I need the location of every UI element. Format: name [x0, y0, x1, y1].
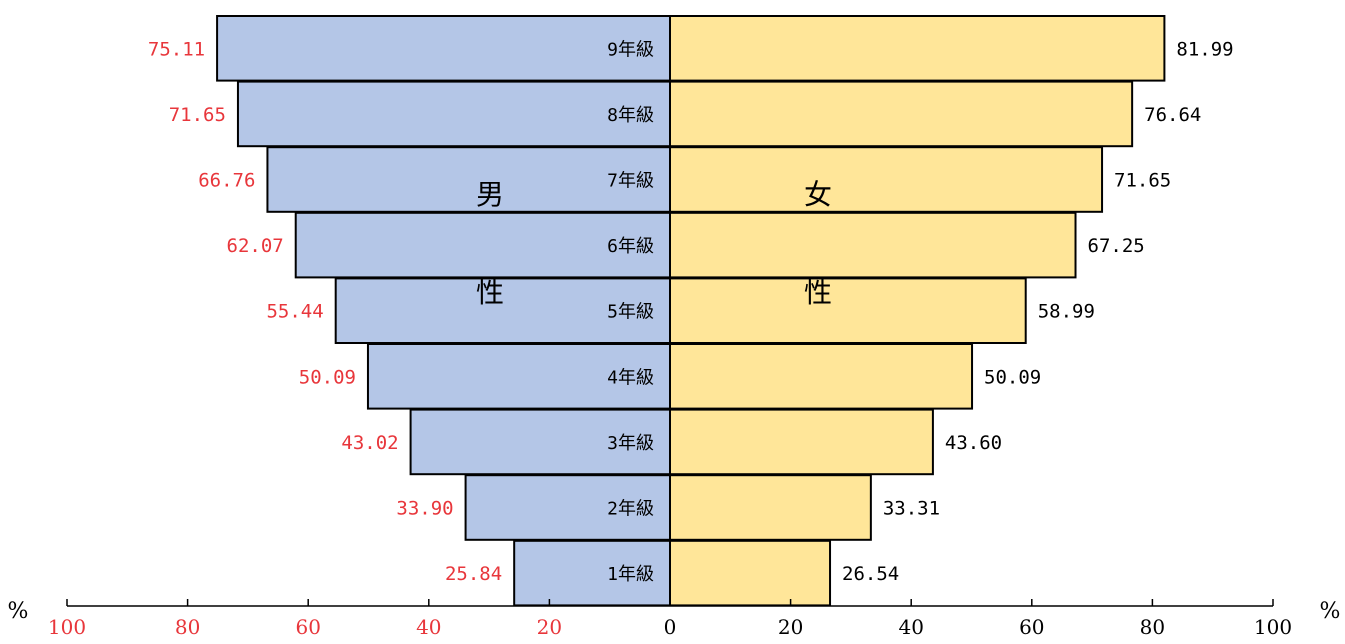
female-bar	[669, 211, 1077, 279]
male-value-label: 55.44	[266, 301, 323, 323]
male-value-label: 43.02	[341, 432, 398, 454]
female-value-label: 50.09	[984, 366, 1041, 388]
value-labels: 25.84 26.54 33.90 33.31 43.02 43.60 50.09 50.09…	[148, 38, 1234, 585]
female-bar	[669, 474, 872, 541]
female-value-label: 26.54	[842, 563, 899, 585]
x-tick-label-right: 60	[1019, 615, 1044, 639]
category-labels: 1年級 2年級 3年級 4年級 5年級 6年級 7年級 8年級 9年級	[607, 39, 654, 585]
male-bar	[513, 539, 672, 607]
category-label: 6年級	[607, 236, 654, 257]
unit-label-left: %	[8, 599, 29, 624]
category-label: 8年級	[607, 105, 654, 126]
male-value-label: 50.09	[299, 366, 356, 388]
category-label: 3年級	[607, 433, 654, 454]
female-bar	[669, 146, 1104, 213]
x-tick-label-right: 0	[664, 615, 677, 639]
male-bar	[464, 474, 672, 541]
female-value-label: 33.31	[883, 498, 940, 520]
female-value-label: 81.99	[1176, 38, 1233, 60]
female-value-label: 76.64	[1144, 104, 1201, 126]
male-bar	[409, 408, 671, 476]
x-tick-label-left: 80	[175, 615, 200, 639]
male-bar	[236, 80, 671, 148]
x-tick-label-left: 40	[416, 615, 441, 639]
male-value-label: 75.11	[148, 38, 205, 60]
female-bar	[669, 80, 1134, 148]
x-tick-label-right: 20	[778, 615, 803, 639]
female-value-label: 43.60	[945, 432, 1002, 454]
male-bar	[294, 211, 671, 279]
category-label: 1年級	[607, 564, 654, 585]
x-axis: 100 80 60 40 20 0 20 40 60 80 100	[48, 599, 1292, 639]
male-bar	[334, 277, 671, 344]
x-tick-label-left: 20	[537, 615, 562, 639]
male-value-label: 66.76	[198, 170, 255, 192]
male-bar	[266, 146, 671, 213]
x-tick-label-right: 80	[1140, 615, 1165, 639]
male-value-label: 62.07	[227, 235, 284, 257]
female-bar	[669, 277, 1027, 344]
category-label: 2年級	[607, 499, 654, 520]
female-bar	[669, 343, 974, 410]
male-value-label: 71.65	[169, 104, 226, 126]
male-value-label: 25.84	[445, 563, 502, 585]
female-value-label: 58.99	[1038, 301, 1095, 323]
female-bar	[669, 15, 1166, 82]
female-bar	[669, 539, 832, 607]
category-label: 4年級	[607, 367, 654, 388]
x-tick-label-left: 60	[295, 615, 320, 639]
male-value-label: 33.90	[396, 498, 453, 520]
male-side-label-2: 性	[476, 276, 504, 309]
female-value-label: 71.65	[1114, 170, 1171, 192]
male-bars	[216, 15, 672, 607]
female-bar	[669, 408, 934, 476]
female-side-label-1: 女	[804, 178, 832, 211]
female-value-label: 67.25	[1088, 235, 1145, 257]
x-tick-label-right: 100	[1254, 615, 1292, 639]
x-tick-label-left: 100	[48, 615, 86, 639]
male-side-label-1: 男	[476, 178, 504, 211]
category-label: 5年級	[607, 302, 654, 323]
category-label: 7年級	[607, 171, 654, 192]
female-side-label-2: 性	[804, 276, 832, 309]
category-label: 9年級	[607, 39, 654, 60]
male-bar	[216, 15, 671, 82]
x-tick-label-right: 40	[898, 615, 923, 639]
unit-label-right: %	[1320, 599, 1341, 624]
female-bars	[669, 15, 1166, 607]
